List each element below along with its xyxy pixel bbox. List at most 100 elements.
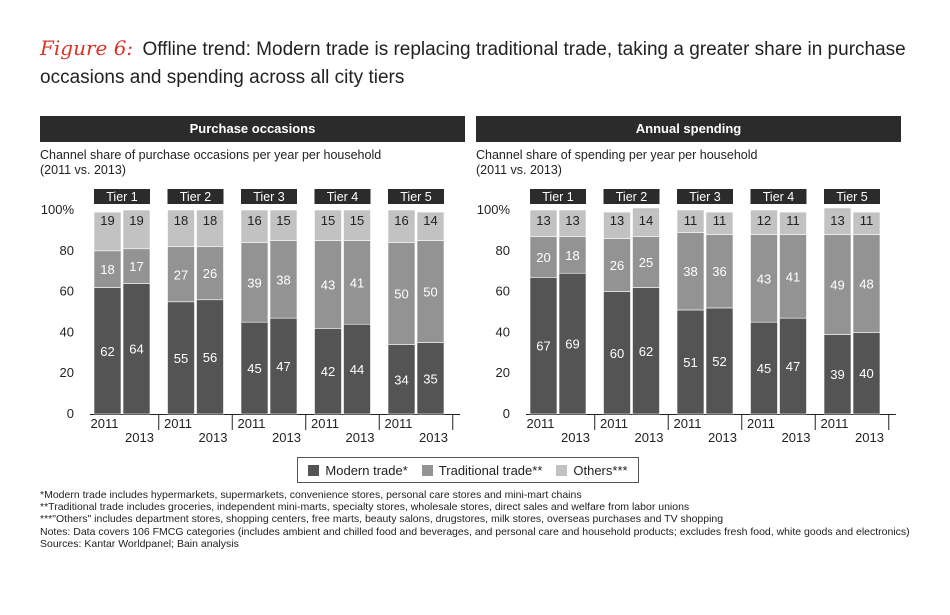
traditional-trade-bar [122,248,151,284]
data-label: 60 [610,346,624,361]
data-label: 19 [100,213,114,228]
traditional-trade-bar [387,242,416,345]
traditional-trade-bar [632,236,660,288]
traditional-trade-bar [705,234,734,309]
x-year-label: 2011 [385,416,413,431]
legend-label-traditional: Traditional trade** [438,462,543,478]
y-tick-label: 80 [60,243,74,258]
tier-label: Tier 5 [836,190,868,204]
data-label: 11 [684,213,698,228]
data-label: 14 [423,213,437,228]
modern-trade-bar [632,287,660,415]
others-bar [603,211,631,239]
tier-label: Tier 1 [106,190,138,204]
modern-trade-bar [779,317,807,415]
x-year-label: 2013 [199,430,228,445]
y-tick-label: 100% [41,202,75,217]
data-label: 52 [712,354,726,369]
legend-item-traditional: Traditional trade** [421,462,543,478]
x-year-label: 2011 [600,416,628,431]
x-year-label: 2013 [561,430,590,445]
data-label: 11 [713,213,727,228]
data-label: 15 [276,213,290,228]
others-bar [779,211,807,235]
data-label: 56 [203,350,217,365]
tier-header [314,189,371,204]
others-bar [416,211,445,241]
traditional-trade-bar [779,234,807,319]
y-tick-label: 20 [496,365,510,380]
data-label: 51 [683,355,697,370]
footnote: ***"Others" includes department stores, … [40,513,724,526]
data-label: 18 [565,248,579,263]
others-bar [93,211,122,252]
x-year-label: 2013 [346,430,375,445]
subtitle-line: (2011 vs. 2013) [40,163,126,177]
purchase-occasions-panel: Purchase occasions Channel share of purc… [40,116,465,446]
data-label: 26 [203,266,217,281]
y-tick-label: 60 [496,284,510,299]
data-label: 41 [786,269,800,284]
data-label: 50 [423,285,437,300]
data-label: 38 [683,264,697,279]
data-label: 20 [536,250,550,265]
y-tick-label: 20 [60,365,74,380]
data-label: 45 [757,361,771,376]
legend-swatch-traditional [421,464,433,476]
subtitle-line: (2011 vs. 2013) [476,163,562,177]
data-label: 14 [639,213,653,228]
data-label: 25 [639,255,653,270]
y-tick-label: 40 [60,324,74,339]
tier-header [94,189,150,204]
others-bar [196,209,224,248]
tier-header [388,189,444,204]
purchase-occasions-chart: 0 20 40 60 80 100% Tier 1 62 18 19 2011 64 17 19 2013 T… [41,189,460,445]
figure-title: Figure 6: Offline trend: Modern trade is… [40,34,920,92]
modern-trade-bar [852,332,881,415]
y-tick-label: 100% [477,202,511,217]
data-label: 43 [757,271,771,286]
data-label: 67 [536,339,550,354]
traditional-trade-bar [750,234,778,323]
modern-trade-bar [705,307,734,415]
data-label: 49 [830,277,844,292]
footnotes: *Modern trade includes hypermarkets, sup… [40,489,910,550]
others-bar [269,209,298,241]
annual-spending-panel: Annual spending Channel share of spendin… [476,116,901,446]
data-label: 18 [174,213,188,228]
others-bar [122,209,151,250]
data-label: 64 [129,342,143,357]
tier-label: Tier 4 [327,190,359,204]
data-label: 34 [394,372,408,387]
others-bar [558,209,587,237]
traditional-trade-bar [167,246,195,303]
data-label: 62 [639,344,653,359]
data-label: 69 [565,337,579,352]
legend-label-modern: Modern trade* [325,462,408,478]
data-label: 16 [394,213,408,228]
tier-header [824,189,880,204]
data-label: 12 [757,213,771,228]
others-bar [167,209,195,248]
x-year-label: 2011 [821,416,849,431]
data-label: 44 [350,362,364,377]
data-label: 39 [830,367,844,382]
traditional-trade-bar [343,240,371,325]
tier-label: Tier 1 [542,190,574,204]
y-tick-label: 0 [503,406,510,421]
data-label: 41 [350,275,364,290]
data-label: 48 [859,276,873,291]
x-year-label: 2013 [855,430,884,445]
data-label: 11 [786,213,800,228]
traditional-trade-bar [93,250,122,288]
y-tick-label: 0 [67,406,74,421]
y-tick-label: 60 [60,284,74,299]
figure-label: Figure 6: [40,36,134,60]
data-label: 11 [860,213,874,228]
data-label: 27 [174,267,188,282]
x-year-label: 2011 [674,416,702,431]
data-label: 13 [536,213,550,228]
tier-header [530,189,586,204]
tier-label: Tier 2 [180,190,212,204]
